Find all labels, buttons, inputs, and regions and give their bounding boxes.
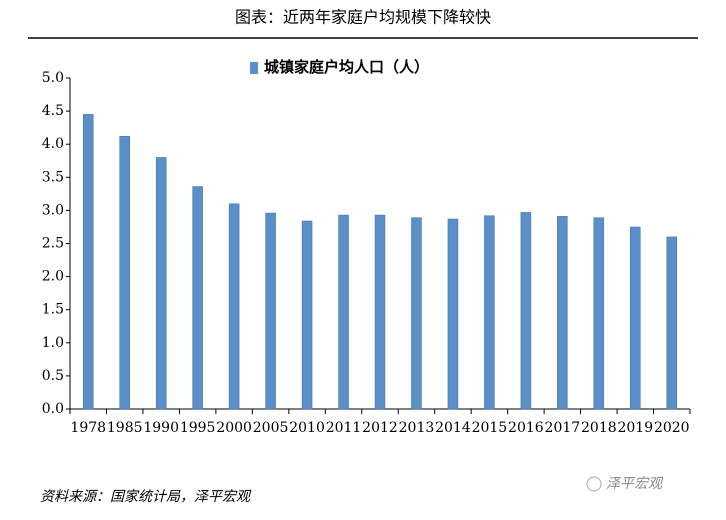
x-tick-label: 2019 — [617, 420, 653, 436]
x-tick-label: 1995 — [180, 420, 216, 436]
x-tick-label: 1978 — [70, 420, 106, 436]
x-tick-label: 2020 — [654, 420, 690, 436]
y-tick-label: 2.5 — [42, 236, 64, 252]
bar — [666, 236, 678, 410]
x-tick-label: 2000 — [216, 420, 252, 436]
x-tick-label: 2015 — [472, 420, 508, 436]
bar — [557, 216, 568, 410]
x-tick-label: 2017 — [545, 420, 581, 436]
x-tick-label: 2011 — [326, 420, 362, 436]
bar — [447, 218, 459, 410]
bar — [265, 212, 276, 410]
bar — [374, 214, 386, 410]
y-tick-label: 4.0 — [42, 136, 64, 152]
y-tick-label: 3.5 — [42, 169, 64, 185]
x-tick-label: 2012 — [362, 420, 398, 436]
bar — [630, 226, 641, 410]
bar — [155, 157, 167, 410]
bar — [484, 215, 495, 410]
bar — [192, 186, 203, 410]
bar — [338, 214, 349, 410]
bar — [119, 136, 130, 410]
legend-swatch — [250, 62, 258, 74]
bar — [301, 220, 313, 410]
x-tick-label: 2010 — [289, 420, 325, 436]
bar — [593, 217, 605, 410]
x-tick-label: 2013 — [399, 420, 435, 436]
source-note: 资料来源：国家统计局，泽平宏观 — [40, 489, 252, 505]
watermark: 泽平宏观 — [606, 476, 664, 492]
chart-title: 图表：近两年家庭户均规模下降较快 — [235, 8, 491, 27]
y-tick-label: 2.0 — [42, 269, 64, 285]
y-tick-label: 1.5 — [42, 302, 64, 318]
y-tick-label: 3.0 — [42, 202, 64, 218]
watermark-icon — [586, 476, 602, 492]
x-tick-label: 1990 — [143, 420, 179, 436]
y-tick-label: 0.0 — [42, 401, 64, 417]
x-tick-label: 2014 — [435, 420, 471, 436]
bar — [228, 203, 240, 410]
y-tick-label: 5.0 — [42, 70, 64, 86]
y-tick-label: 4.5 — [42, 103, 64, 119]
x-tick-label: 2018 — [581, 420, 617, 436]
y-tick-label: 0.5 — [42, 368, 64, 384]
bar — [520, 212, 532, 410]
bar — [82, 114, 94, 410]
x-tick-label: 1985 — [107, 420, 143, 436]
x-tick-label: 2005 — [253, 420, 289, 436]
legend-label: 城镇家庭户均人口（人） — [264, 58, 429, 76]
y-tick-label: 1.0 — [42, 335, 64, 351]
bar — [411, 217, 422, 410]
x-tick-label: 2016 — [508, 420, 544, 436]
